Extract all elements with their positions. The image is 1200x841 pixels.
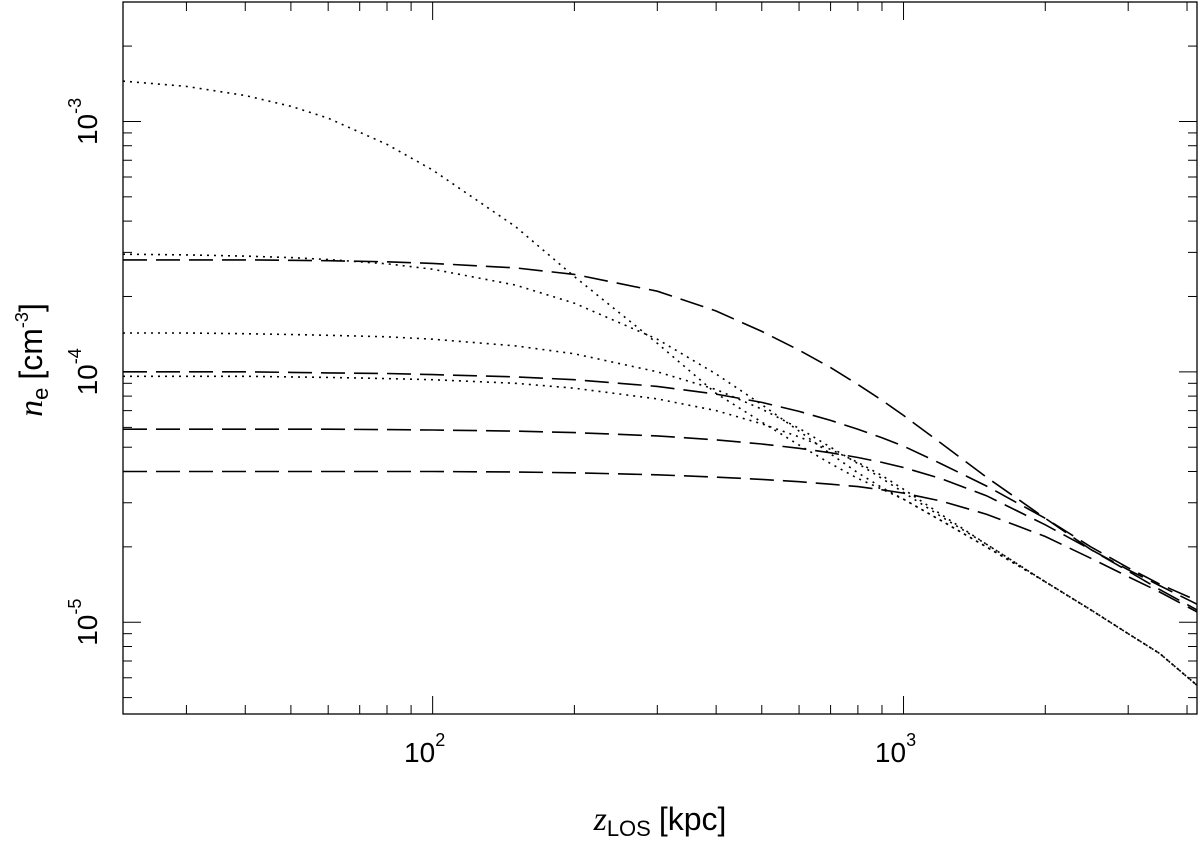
x-axis-unit: [kpc] — [659, 801, 727, 837]
series-line-4-dotted — [123, 375, 1198, 686]
series-line-5-dashed — [123, 259, 1198, 611]
y-tick-label: 10-4 — [65, 348, 103, 395]
series-line-2-dotted — [122, 253, 1198, 686]
y-axis-symbol: n — [13, 400, 50, 417]
series-line-7-dashed — [123, 428, 1198, 605]
svg-text:10-5: 10-5 — [65, 599, 103, 646]
data-curves — [122, 80, 1198, 686]
x-axis-symbol: z — [593, 801, 607, 838]
y-axis-title: ne [cm-3] — [12, 303, 53, 417]
x-tick-label: 103 — [875, 730, 916, 768]
x-axis-subscript: LOS — [607, 816, 651, 841]
y-tick-label: 10-5 — [65, 599, 103, 646]
x-axis-title: zLOS [kpc] — [593, 801, 727, 841]
series-line-1-dotted — [122, 80, 1198, 686]
y-axis-unit-prefix: [cm — [13, 328, 49, 380]
series-line-8-dashed — [123, 470, 1198, 613]
series-line-6-dashed — [123, 371, 1198, 602]
tick-labels: 102 103 10-5 10-4 10-3 — [65, 98, 916, 768]
y-tick-label: 10-3 — [65, 98, 103, 145]
series-line-3-dotted — [123, 332, 1198, 686]
y-axis-unit-suffix: ] — [13, 303, 49, 312]
y-axis-unit-exponent: -3 — [12, 312, 32, 328]
axis-ticks — [123, 1, 1197, 714]
x-tick-label: 102 — [404, 730, 445, 768]
plot-frame — [122, 1, 1198, 715]
svg-text:10-3: 10-3 — [65, 98, 103, 145]
y-axis-subscript: e — [28, 388, 53, 400]
svg-text:10-4: 10-4 — [65, 348, 103, 395]
